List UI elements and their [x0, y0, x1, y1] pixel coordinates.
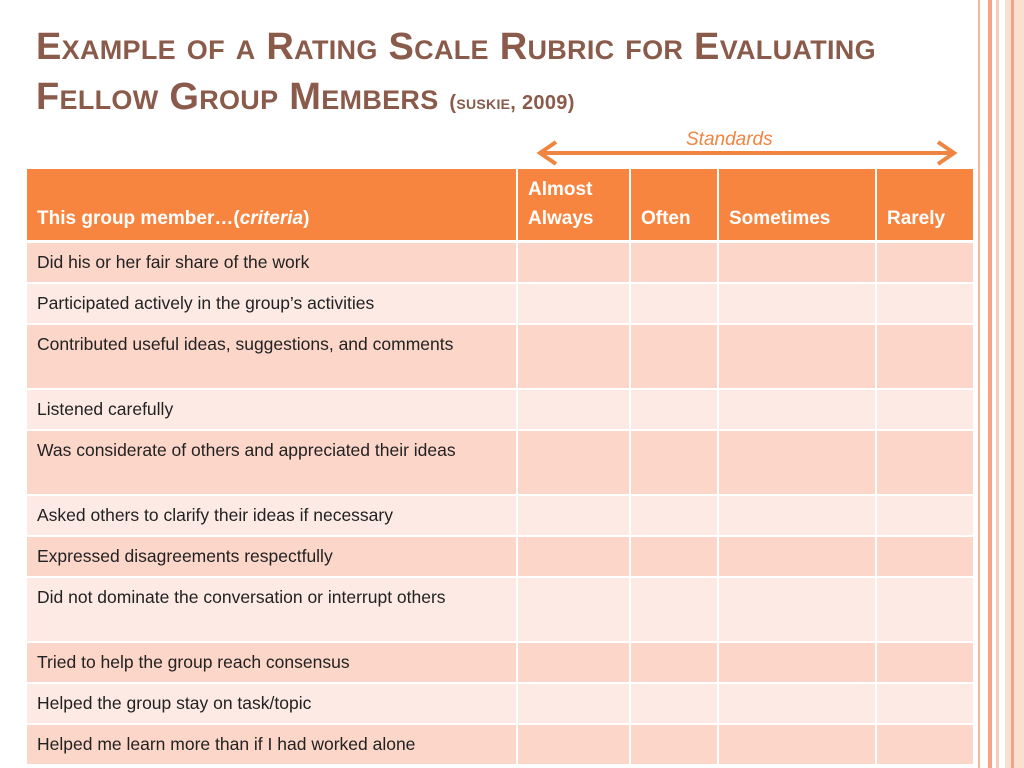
- rating-cell-almost-always[interactable]: [517, 241, 631, 284]
- slide-title-main: Example of a Rating Scale Rubric for Eva…: [36, 26, 876, 118]
- rating-cell-sometimes[interactable]: [718, 283, 877, 325]
- table-row: Helped the group stay on task/topic: [27, 683, 973, 725]
- table-row: Was considerate of others and appreciate…: [27, 430, 973, 496]
- rating-cell-rarely[interactable]: [876, 577, 973, 643]
- rating-cell-sometimes[interactable]: [718, 536, 877, 578]
- rating-cell-sometimes[interactable]: [718, 389, 877, 431]
- column-header-sometimes: Sometimes: [718, 169, 877, 243]
- rating-cell-often[interactable]: [630, 241, 719, 284]
- table-row: Asked others to clarify their ideas if n…: [27, 495, 973, 537]
- rating-cell-rarely[interactable]: [876, 430, 973, 496]
- table-row: Expressed disagreements respectfully: [27, 536, 973, 578]
- criterion-cell: Expressed disagreements respectfully: [27, 536, 518, 578]
- rating-cell-often[interactable]: [630, 389, 719, 431]
- table-row: Helped me learn more than if I had worke…: [27, 724, 973, 766]
- rating-cell-rarely[interactable]: [876, 683, 973, 725]
- rating-cell-rarely[interactable]: [876, 724, 973, 766]
- rating-cell-almost-always[interactable]: [517, 495, 631, 537]
- table-header-row: This group member…(criteria) Almost Alwa…: [27, 169, 973, 243]
- criterion-cell: Helped me learn more than if I had worke…: [27, 724, 518, 766]
- rating-cell-sometimes[interactable]: [718, 683, 877, 725]
- rating-cell-rarely[interactable]: [876, 495, 973, 537]
- rating-cell-rarely[interactable]: [876, 536, 973, 578]
- rating-cell-almost-always[interactable]: [517, 389, 631, 431]
- rating-cell-sometimes[interactable]: [718, 577, 877, 643]
- criterion-cell: Listened carefully: [27, 389, 518, 431]
- rating-cell-almost-always[interactable]: [517, 577, 631, 643]
- decorative-stripes: [978, 0, 1024, 768]
- rubric-table: This group member…(criteria) Almost Alwa…: [27, 169, 973, 766]
- rating-cell-rarely[interactable]: [876, 389, 973, 431]
- rating-cell-sometimes[interactable]: [718, 430, 877, 496]
- criterion-cell: Participated actively in the group’s act…: [27, 283, 518, 325]
- rating-cell-sometimes[interactable]: [718, 495, 877, 537]
- rating-cell-sometimes[interactable]: [718, 724, 877, 766]
- criterion-cell: Tried to help the group reach consensus: [27, 642, 518, 684]
- rating-cell-often[interactable]: [630, 283, 719, 325]
- criterion-cell: Did not dominate the conversation or int…: [27, 577, 518, 643]
- rating-cell-almost-always[interactable]: [517, 683, 631, 725]
- rating-cell-often[interactable]: [630, 495, 719, 537]
- criterion-cell: Helped the group stay on task/topic: [27, 683, 518, 725]
- rating-cell-sometimes[interactable]: [718, 324, 877, 390]
- column-header-often: Often: [630, 169, 719, 243]
- slide-title-citation: (suskie, 2009): [449, 92, 575, 114]
- rating-cell-often[interactable]: [630, 577, 719, 643]
- table-row: Tried to help the group reach consensus: [27, 642, 973, 684]
- rating-cell-rarely[interactable]: [876, 241, 973, 284]
- column-header-almost-always: Almost Always: [517, 169, 631, 243]
- slide-title: Example of a Rating Scale Rubric for Eva…: [36, 22, 956, 128]
- rating-cell-rarely[interactable]: [876, 642, 973, 684]
- rating-cell-often[interactable]: [630, 536, 719, 578]
- rating-cell-rarely[interactable]: [876, 324, 973, 390]
- column-header-criteria: This group member…(criteria): [27, 169, 518, 243]
- rating-cell-almost-always[interactable]: [517, 536, 631, 578]
- rating-cell-almost-always[interactable]: [517, 324, 631, 390]
- column-header-rarely: Rarely: [876, 169, 973, 243]
- criterion-cell: Was considerate of others and appreciate…: [27, 430, 518, 496]
- rating-cell-often[interactable]: [630, 430, 719, 496]
- table-row: Listened carefully: [27, 389, 973, 431]
- table-row: Contributed useful ideas, suggestions, a…: [27, 324, 973, 390]
- criterion-cell: Contributed useful ideas, suggestions, a…: [27, 324, 518, 390]
- rating-cell-almost-always[interactable]: [517, 642, 631, 684]
- standards-label: Standards: [686, 129, 773, 150]
- criterion-cell: Asked others to clarify their ideas if n…: [27, 495, 518, 537]
- rating-cell-often[interactable]: [630, 324, 719, 390]
- table-row: Did his or her fair share of the work: [27, 241, 973, 284]
- rating-cell-rarely[interactable]: [876, 283, 973, 325]
- table-row: Participated actively in the group’s act…: [27, 283, 973, 325]
- rating-cell-sometimes[interactable]: [718, 642, 877, 684]
- rating-cell-sometimes[interactable]: [718, 241, 877, 284]
- criterion-cell: Did his or her fair share of the work: [27, 241, 518, 284]
- rating-cell-almost-always[interactable]: [517, 283, 631, 325]
- rating-cell-often[interactable]: [630, 683, 719, 725]
- rating-cell-almost-always[interactable]: [517, 430, 631, 496]
- rating-cell-often[interactable]: [630, 642, 719, 684]
- rating-cell-often[interactable]: [630, 724, 719, 766]
- table-row: Did not dominate the conversation or int…: [27, 577, 973, 643]
- rating-cell-almost-always[interactable]: [517, 724, 631, 766]
- double-arrow-icon: [536, 140, 958, 166]
